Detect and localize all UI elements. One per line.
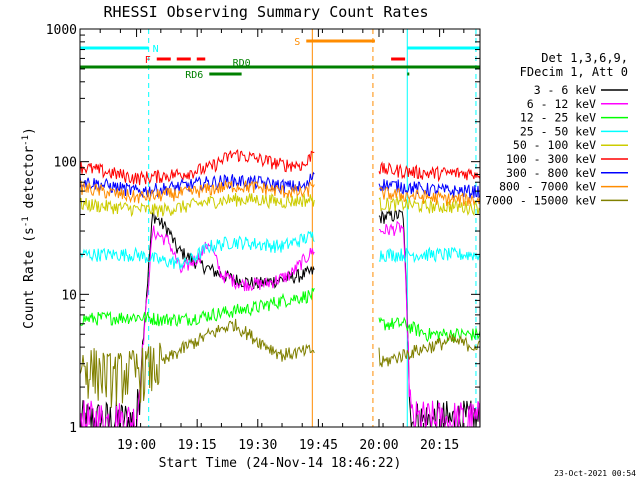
flag-label-f: F — [145, 55, 151, 66]
x-axis: 19:00 19:15 19:30 19:45 20:00 20:15 — [99, 29, 465, 453]
x-tick-label-20-15: 20:15 — [420, 438, 459, 453]
flag-label-rd6: RD6 — [185, 70, 203, 81]
y-axis-label-mid: detector — [22, 146, 37, 217]
legend-label-300-800-kev: 300 - 800 keV — [506, 166, 596, 180]
legend: Det 1,3,6,9, FDecim 1, Att 0 3 - 6 keV6 … — [485, 51, 628, 207]
legend-label-6-12-kev: 6 - 12 keV — [527, 97, 596, 111]
series-group — [79, 148, 481, 429]
y-axis: 1 10 100 1000 — [46, 23, 480, 436]
footer-timestamp: 23-Oct-2021 00:54 — [554, 469, 636, 478]
series-800-7000-kev — [79, 180, 481, 207]
y-tick-label-1000: 1000 — [46, 23, 77, 38]
y-axis-label-main: Count Rate (s — [22, 227, 37, 329]
legend-header-line-2: FDecim 1, Att 0 — [520, 65, 628, 79]
series-12-25-kev — [79, 288, 481, 343]
legend-label-7000-15000-kev: 7000 - 15000 keV — [485, 193, 596, 207]
y-axis-label-sup1: -1 — [21, 216, 31, 227]
series-6-12-kev — [79, 220, 481, 429]
flag-label-rd0: RD0 — [233, 58, 251, 69]
y-tick-label-1: 1 — [69, 421, 77, 436]
legend-header-line-1: Det 1,3,6,9, — [541, 51, 628, 65]
plot-frame — [79, 28, 481, 428]
x-axis-label: Start Time (24-Nov-14 18:46:22) — [159, 456, 402, 471]
legend-label-12-25-kev: 12 - 25 keV — [520, 111, 596, 125]
legend-label-100-300-kev: 100 - 300 keV — [506, 152, 596, 166]
flag-label-n: N — [153, 44, 159, 55]
y-axis-label-sup2: -1 — [21, 135, 31, 146]
x-tick-label-19-45: 19:45 — [299, 438, 338, 453]
legend-label-3-6-kev: 3 - 6 keV — [534, 83, 596, 97]
flag-label-s: S — [294, 37, 300, 48]
y-axis-label: Count Rate (s-1 detector-1) — [21, 127, 37, 329]
legend-label-50-100-kev: 50 - 100 keV — [513, 138, 596, 152]
series-100-300-kev — [79, 148, 481, 186]
y-tick-label-100: 100 — [54, 156, 77, 171]
series-50-100-kev — [79, 192, 481, 218]
y-tick-label-10: 10 — [61, 288, 77, 303]
status-flags: NF RD0 RD6 S — [80, 37, 480, 81]
legend-label-25-50-kev: 25 - 50 keV — [520, 124, 596, 138]
vertical-markers — [79, 29, 477, 427]
x-tick-label-19-30: 19:30 — [238, 438, 277, 453]
x-tick-label-19-00: 19:00 — [117, 438, 156, 453]
x-tick-label-19-15: 19:15 — [178, 438, 217, 453]
series-25-50-kev — [79, 230, 481, 270]
legend-label-800-7000-kev: 800 - 7000 keV — [499, 180, 596, 194]
series-7000-15000-kev — [79, 318, 481, 408]
chart-title: RHESSI Observing Summary Count Rates — [103, 3, 428, 21]
y-axis-label-end: ) — [22, 127, 37, 135]
x-tick-label-20-00: 20:00 — [359, 438, 398, 453]
